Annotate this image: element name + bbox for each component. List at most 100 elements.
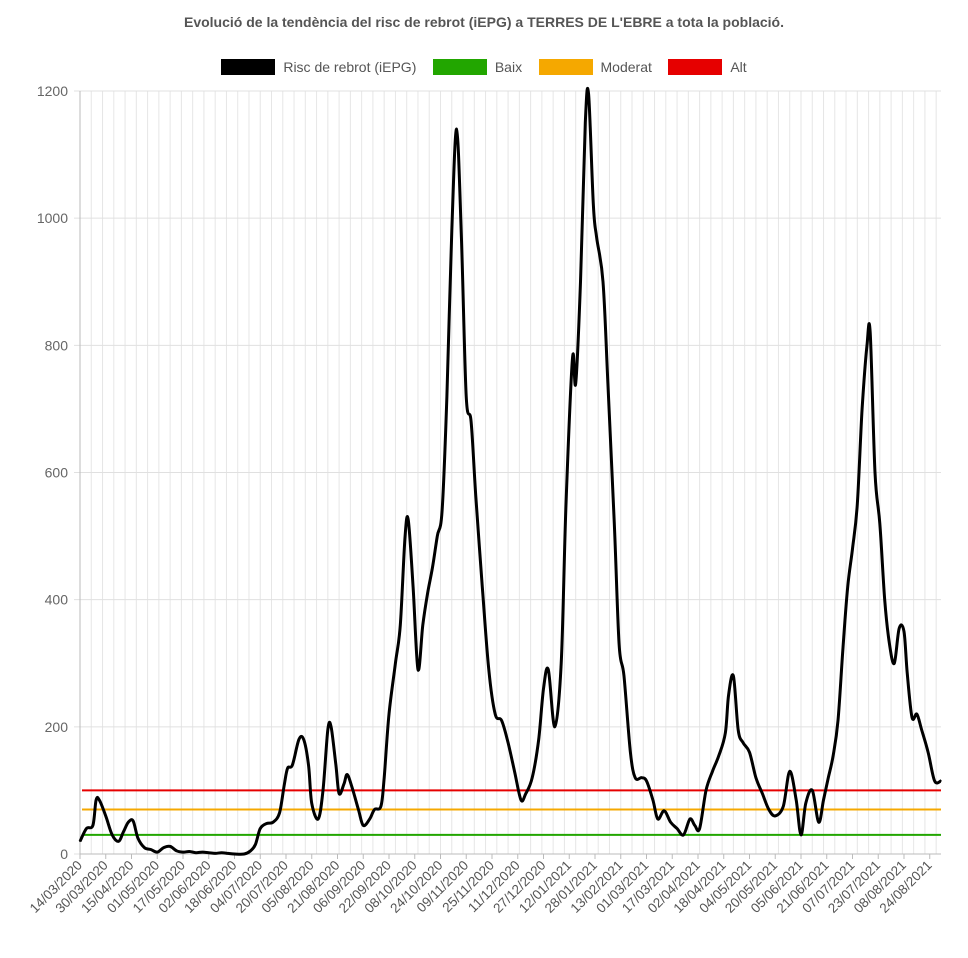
data-point — [837, 719, 839, 722]
data-point — [373, 808, 376, 811]
data-point — [724, 732, 727, 734]
data-point — [732, 675, 735, 677]
data-point — [689, 818, 691, 820]
data-point — [520, 799, 522, 801]
data-point — [742, 741, 744, 744]
data-point — [656, 818, 659, 820]
data-point — [584, 121, 587, 124]
data-point — [927, 751, 929, 754]
data-point — [265, 822, 268, 825]
data-point — [571, 357, 574, 359]
data-point — [455, 128, 458, 130]
data-point — [795, 799, 797, 801]
data-point — [156, 851, 159, 853]
legend-item-baix[interactable]: Baix — [432, 59, 522, 75]
legend-item-risc[interactable]: Risc de rebrot (iEPG) — [221, 59, 416, 75]
data-point — [357, 808, 360, 811]
data-point — [85, 827, 88, 830]
data-point — [278, 811, 281, 814]
data-point — [351, 786, 353, 789]
data-point — [755, 776, 757, 779]
data-point — [465, 395, 468, 398]
data-point — [137, 837, 139, 839]
data-point — [233, 853, 236, 855]
data-point — [800, 834, 802, 836]
data-point — [768, 808, 770, 811]
data-point — [903, 630, 905, 633]
y-tick-label: 600 — [45, 465, 69, 481]
data-point — [436, 535, 439, 537]
data-point — [475, 497, 477, 499]
data-point — [291, 764, 294, 766]
data-point — [117, 840, 120, 843]
data-point — [322, 789, 324, 792]
data-point — [856, 503, 859, 506]
data-point — [470, 420, 472, 423]
data-point — [481, 586, 484, 588]
data-point — [254, 843, 257, 846]
data-point — [629, 751, 632, 754]
data-point — [542, 687, 545, 690]
data-point — [441, 509, 443, 512]
data-point — [782, 805, 785, 808]
data-point — [143, 846, 146, 849]
data-point — [243, 853, 245, 855]
data-point — [587, 93, 590, 95]
data-point — [727, 694, 730, 696]
data-point — [450, 230, 453, 232]
data-point — [175, 850, 178, 852]
data-point — [95, 799, 97, 801]
data-point — [388, 713, 390, 715]
data-point — [283, 783, 286, 785]
data-point — [111, 834, 113, 836]
data-point — [227, 852, 229, 855]
data-point — [368, 818, 371, 820]
data-point — [259, 827, 262, 830]
data-point — [869, 331, 871, 334]
data-point — [362, 824, 365, 827]
data-point — [201, 851, 204, 853]
data-point — [446, 395, 448, 398]
data-point — [916, 713, 918, 715]
data-point — [618, 643, 620, 645]
data-point — [338, 792, 340, 795]
data-point — [98, 799, 101, 801]
data-point — [207, 851, 210, 854]
data-point — [846, 586, 849, 588]
data-point — [330, 726, 332, 728]
legend-item-moderat[interactable]: Moderat — [538, 59, 652, 75]
data-point — [842, 649, 844, 652]
data-point — [920, 729, 923, 731]
data-point — [748, 751, 751, 754]
data-point — [737, 729, 740, 731]
data-point — [933, 780, 936, 782]
data-point — [879, 522, 881, 525]
data-point — [645, 780, 648, 782]
data-point — [822, 799, 825, 801]
data-point — [634, 776, 637, 779]
data-point — [286, 767, 289, 769]
data-point — [788, 770, 791, 773]
data-point — [214, 852, 216, 855]
data-point — [898, 627, 900, 630]
legend-label-alt: Alt — [730, 59, 747, 75]
data-point — [327, 729, 329, 731]
data-point — [494, 713, 497, 715]
data-point — [817, 821, 820, 824]
data-point — [195, 851, 197, 854]
data-point — [832, 754, 834, 757]
data-point — [132, 820, 134, 822]
data-point — [805, 802, 807, 804]
data-point — [426, 592, 429, 595]
data-point — [399, 624, 402, 626]
data-point — [888, 643, 891, 645]
data-point — [421, 624, 424, 626]
data-point — [412, 586, 414, 588]
data-point — [169, 845, 171, 848]
legend-swatch-baix — [432, 59, 487, 75]
data-point — [298, 738, 300, 741]
legend-item-alt[interactable]: Alt — [668, 59, 747, 75]
legend: Risc de rebrot (iEPG) Baix Moderat Alt — [0, 59, 968, 80]
data-point — [560, 662, 562, 665]
